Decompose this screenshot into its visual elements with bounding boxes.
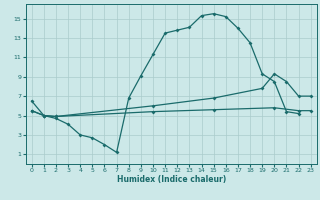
X-axis label: Humidex (Indice chaleur): Humidex (Indice chaleur) [116,175,226,184]
